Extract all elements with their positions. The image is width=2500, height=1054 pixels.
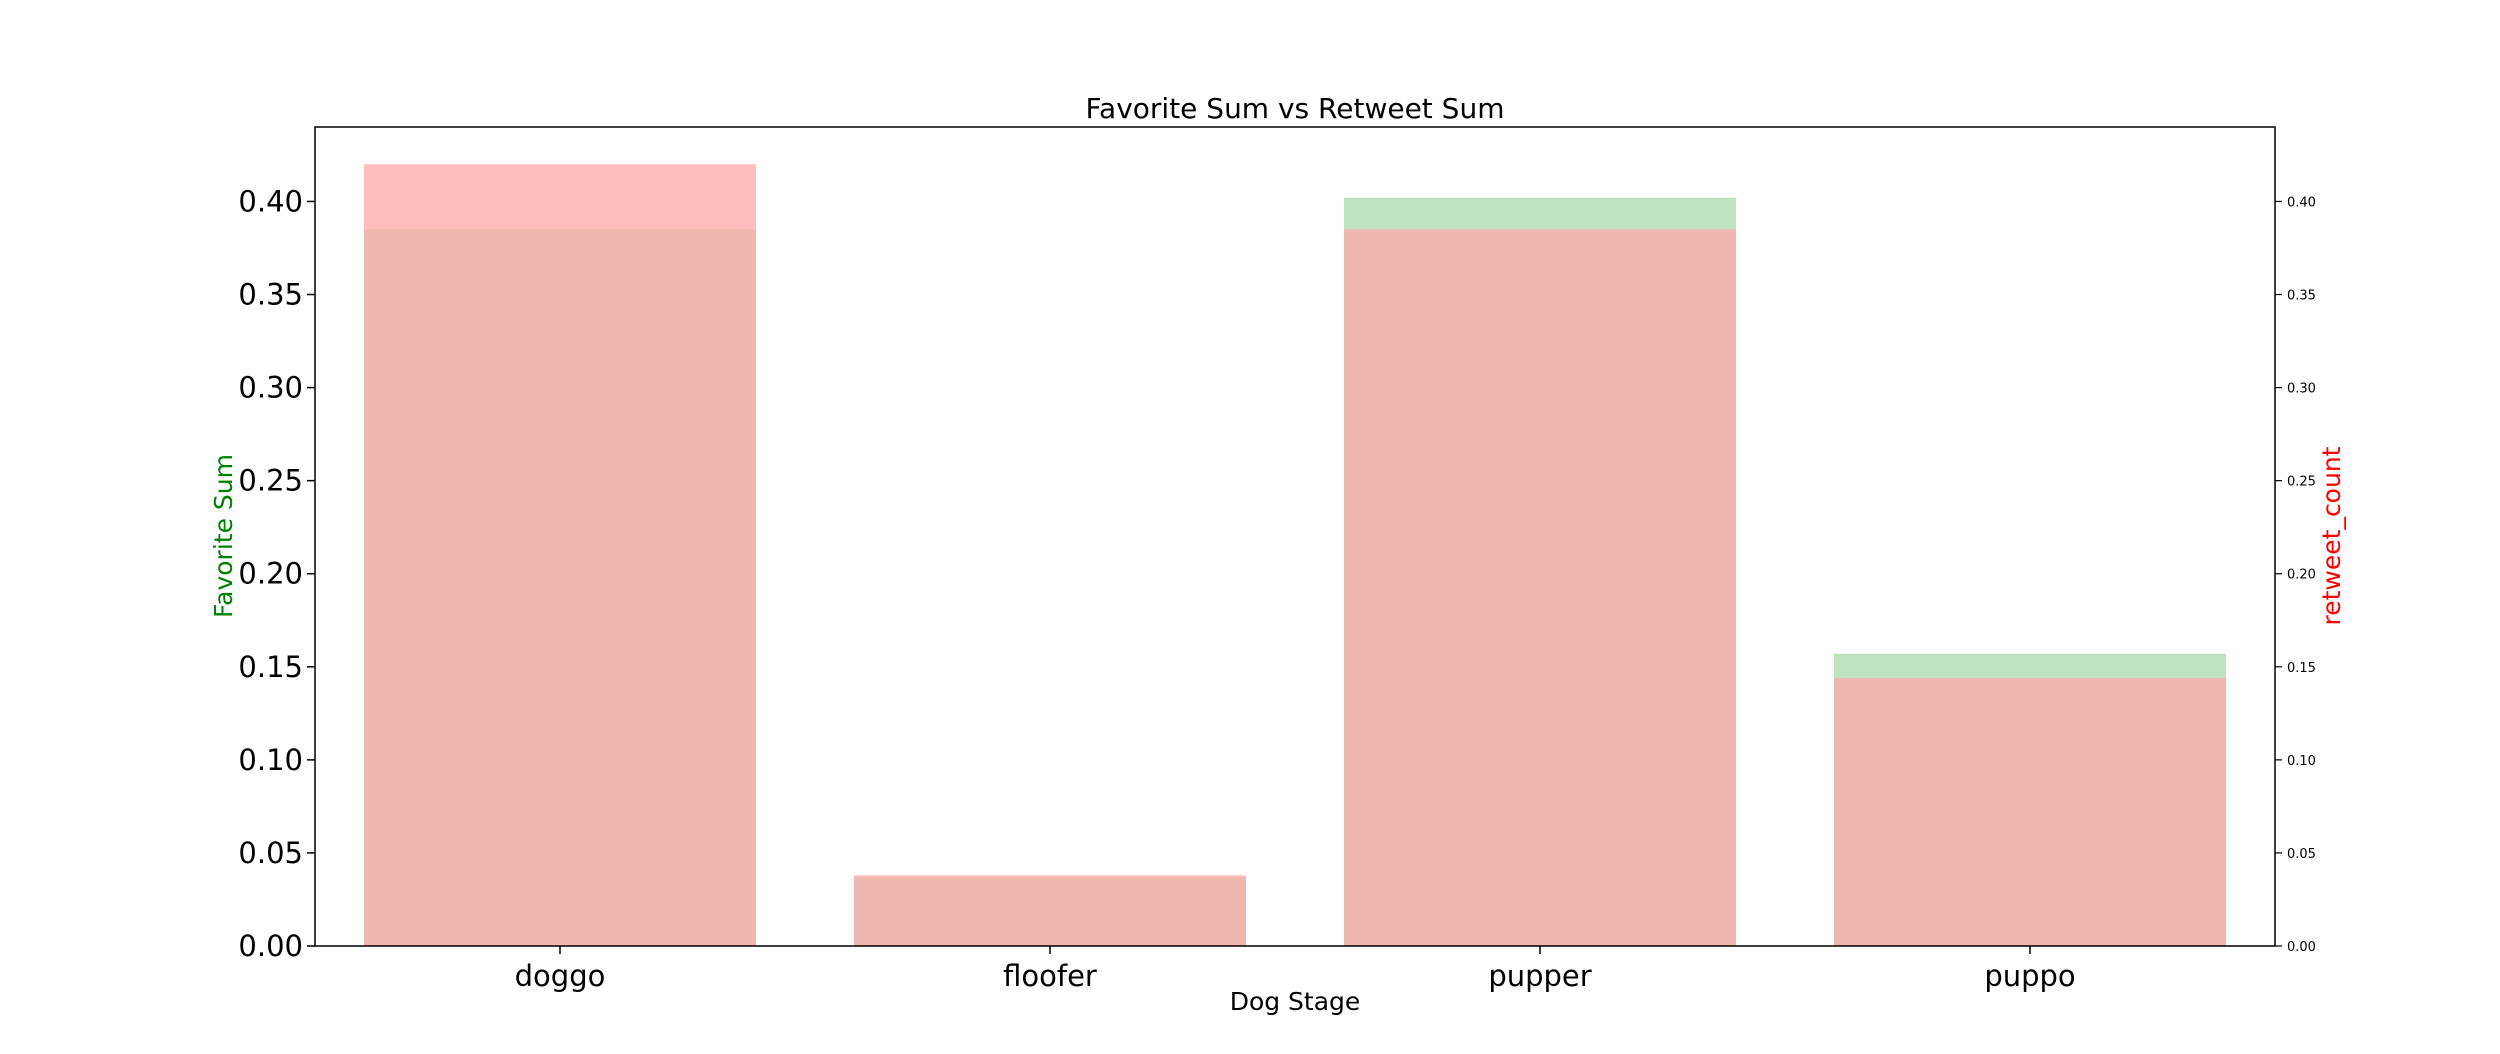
left-y-tick-label: 0.30 (238, 371, 303, 405)
plot-frame (314, 126, 2276, 947)
retweet-count-bar-puppo (1834, 677, 2226, 946)
right-y-tick-label: 0.15 (2287, 661, 2316, 676)
left-y-tick-label: 0.25 (238, 464, 303, 498)
left-y-tick-label: 0.05 (238, 836, 303, 870)
right-y-tick-label: 0.10 (2287, 754, 2316, 769)
left-y-tick-label: 0.40 (238, 184, 303, 218)
right-y-tick-label: 0.05 (2287, 847, 2316, 862)
left-y-tick-label: 0.10 (238, 743, 303, 777)
right-y-tick-label: 0.35 (2287, 289, 2316, 304)
right-y-tick-label: 0.30 (2287, 382, 2316, 397)
left-y-tick-label: 0.00 (238, 929, 303, 963)
chart-title: Favorite Sum vs Retweet Sum (1086, 92, 1505, 125)
left-y-axis-label: Favorite Sum (209, 454, 238, 618)
retweet-count-bars (364, 164, 2226, 947)
x-tick-label: doggo (515, 959, 606, 993)
right-y-axis: 0.00 0.05 0.10 0.15 0.20 0.25 0.30 0.35 0.40 (2275, 195, 2316, 955)
x-tick-label: puppo (1984, 959, 2075, 993)
right-y-tick-label: 0.25 (2287, 475, 2316, 490)
right-y-tick-label: 0.40 (2287, 195, 2316, 210)
left-y-tick-label: 0.15 (238, 650, 303, 684)
left-y-tick-label: 0.20 (238, 557, 303, 591)
x-tick-label: pupper (1488, 959, 1591, 993)
left-y-axis: 0.00 0.05 0.10 0.15 0.20 0.25 0.30 0.35 0.40 (238, 184, 315, 963)
retweet-count-bar-floofer (854, 875, 1246, 946)
retweet-count-bar-pupper (1344, 229, 1736, 947)
x-axis: doggo floofer pupper puppo (515, 946, 2076, 993)
right-y-tick-label: 0.00 (2287, 940, 2316, 955)
right-y-tick-label: 0.20 (2287, 568, 2316, 583)
x-tick-label: floofer (1003, 959, 1097, 993)
left-y-tick-label: 0.35 (238, 278, 303, 312)
retweet-count-bar-doggo (364, 164, 756, 947)
right-y-axis-label: retweet_count (2317, 446, 2346, 625)
x-axis-label: Dog Stage (1230, 987, 1361, 1016)
